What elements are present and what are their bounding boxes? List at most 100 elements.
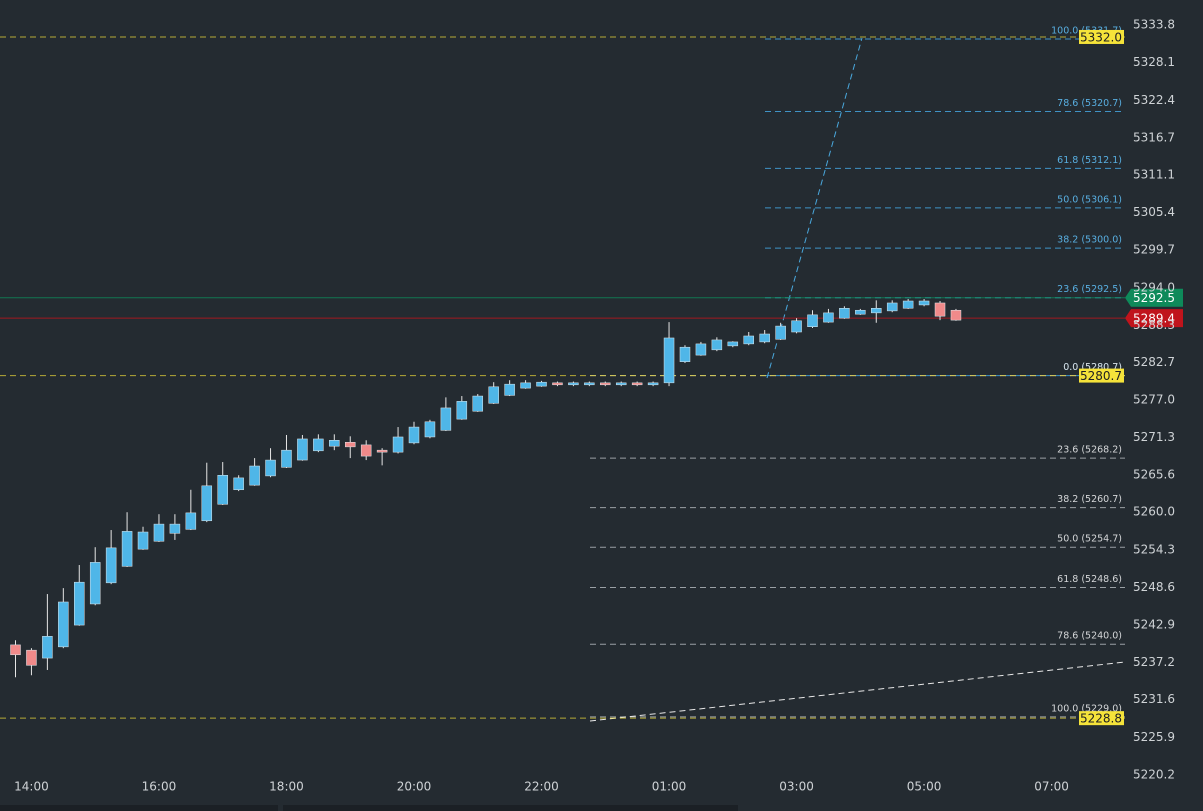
candle-body (153, 523, 165, 542)
y-tick-label: 5265.6 (1133, 468, 1175, 482)
candle-body (807, 314, 818, 327)
fib-label: 100.0 (5229.0) (1051, 703, 1122, 714)
fib-label: 0.0 (5280.7) (1063, 362, 1122, 373)
candle-body (313, 438, 324, 452)
y-tick-label: 5271.3 (1133, 430, 1175, 444)
fib-label: 50.0 (5306.1) (1057, 194, 1122, 205)
candle-body (169, 523, 181, 534)
price-badge-label: 5292.5 (1133, 291, 1175, 305)
candle-body (950, 309, 962, 321)
candle-body (568, 382, 579, 386)
candle-body (105, 547, 117, 584)
candle-body (679, 346, 691, 362)
y-tick-label: 5225.9 (1133, 730, 1175, 744)
y-tick-label: 5311.1 (1133, 167, 1175, 181)
candle-body (201, 485, 213, 522)
candle-body (727, 341, 739, 347)
x-tick-label: 03:00 (779, 780, 814, 794)
candle-body (344, 441, 356, 448)
candle-body (536, 381, 547, 387)
candle-body (376, 449, 388, 453)
price-badge (1079, 368, 1124, 383)
candle-body (934, 302, 946, 317)
candle-body (89, 562, 101, 605)
price-badge-label: 5289.4 (1133, 312, 1175, 326)
y-tick-label: 5254.3 (1133, 542, 1175, 556)
x-tick-label: 18:00 (269, 780, 304, 794)
y-tick-label: 5294.0 (1133, 280, 1175, 294)
candle-body (137, 531, 149, 550)
candle-body (759, 333, 770, 343)
fib-label: 23.6 (5292.5) (1057, 284, 1122, 295)
fib-label: 23.6 (5268.2) (1057, 445, 1122, 456)
fib-label: 38.2 (5260.7) (1057, 494, 1122, 505)
candle-body (10, 644, 21, 656)
candle-body (647, 382, 659, 386)
y-tick-label: 5305.4 (1133, 205, 1175, 219)
y-tick-label: 5322.4 (1133, 93, 1175, 107)
y-tick-label: 5248.6 (1133, 580, 1175, 594)
candle-body (121, 531, 133, 567)
candle-body (855, 309, 866, 315)
x-tick-label: 20:00 (397, 780, 432, 794)
candle-body (871, 308, 882, 314)
y-tick-label: 5328.1 (1133, 55, 1175, 69)
y-tick-label: 5299.7 (1133, 243, 1175, 257)
candle-body (440, 407, 452, 431)
y-tick-label: 5220.2 (1133, 767, 1175, 781)
candle-body (615, 382, 627, 386)
fib-label: 50.0 (5254.7) (1057, 534, 1122, 545)
candle-body (26, 649, 37, 666)
candle-body (886, 302, 898, 312)
y-tick-label: 5316.7 (1133, 130, 1175, 144)
candle-body (217, 474, 228, 505)
price-badge (1079, 29, 1124, 44)
price-badge-label: 5332.0 (1080, 30, 1122, 44)
candle-body (58, 601, 69, 648)
candle-body (297, 438, 308, 461)
y-tick-label: 5242.9 (1133, 618, 1175, 632)
fib-label: 61.8 (5248.6) (1057, 574, 1122, 585)
y-tick-label: 5282.7 (1133, 355, 1175, 369)
candle-body (695, 343, 707, 356)
candle-body (839, 308, 850, 319)
price-line-layer: 5332.0 5292.5 5289.4 5280.7 5228.8 (0, 29, 1183, 726)
candle-body (408, 426, 420, 444)
y-tick-label: 5231.6 (1133, 692, 1175, 706)
candle-body (631, 382, 643, 386)
scrollbar[interactable] (283, 805, 738, 811)
candle-body (249, 465, 260, 486)
candle-body (74, 581, 85, 626)
candle-body (488, 386, 499, 404)
x-tick-label: 16:00 (142, 780, 177, 794)
y-tick-label: 5288.3 (1133, 318, 1175, 332)
candle-body (775, 325, 786, 340)
candle-body (329, 440, 340, 447)
price-badge (1125, 288, 1183, 307)
x-tick-label: 01:00 (652, 780, 687, 794)
candle-body (584, 382, 595, 386)
candle-body (360, 444, 372, 457)
candle-body (918, 300, 930, 306)
candle-body (743, 335, 754, 345)
candle-body (42, 636, 53, 659)
price-badge (1125, 309, 1183, 328)
fib-label: 78.6 (5320.7) (1057, 98, 1122, 109)
price-badge-label: 5228.8 (1080, 712, 1122, 726)
candle-body (902, 300, 914, 309)
candle-body (711, 339, 723, 351)
candle-body (424, 421, 436, 438)
candle-body (791, 320, 802, 333)
candle-body (823, 312, 834, 323)
y-tick-label: 5333.8 (1133, 18, 1175, 32)
price-badge (1079, 711, 1124, 726)
scrollbar[interactable] (0, 805, 278, 811)
candle-body (600, 382, 611, 386)
candle-body (265, 459, 276, 477)
candle-body (552, 382, 563, 386)
x-tick-label: 14:00 (14, 780, 49, 794)
x-tick-label: 05:00 (907, 780, 942, 794)
fib-label: 0.0 (5280.7) (1063, 362, 1122, 373)
